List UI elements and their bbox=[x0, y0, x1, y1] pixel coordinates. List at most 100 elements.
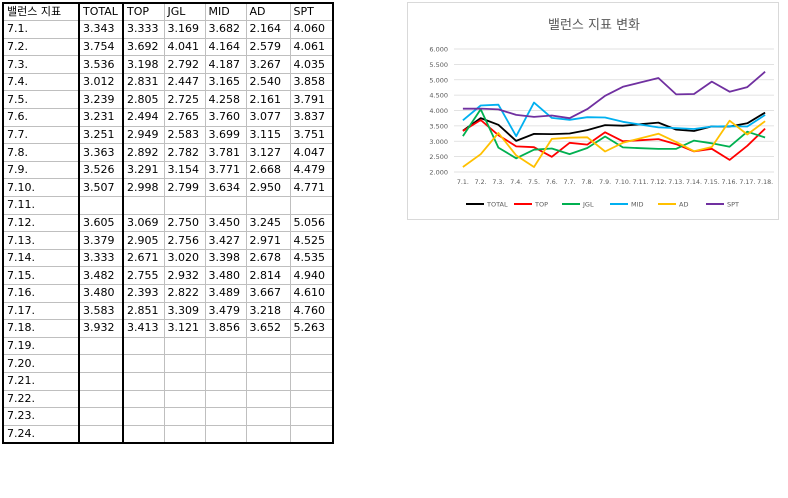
cell-top[interactable]: 3.069 bbox=[122, 213, 165, 233]
cell-mid[interactable]: 3.480 bbox=[204, 266, 247, 285]
cell-date[interactable]: 7.7. bbox=[2, 125, 80, 145]
cell-ad[interactable]: 2.950 bbox=[245, 178, 291, 198]
cell-total[interactable] bbox=[78, 389, 124, 409]
cell-total[interactable]: 3.251 bbox=[78, 125, 124, 145]
cell-jgl[interactable]: 3.121 bbox=[163, 319, 206, 338]
cell-date[interactable]: 7.21. bbox=[2, 371, 80, 391]
cell-jgl[interactable]: 2.750 bbox=[163, 213, 206, 233]
cell-mid[interactable]: MID bbox=[204, 2, 247, 22]
cell-top[interactable] bbox=[122, 424, 165, 444]
cell-total[interactable]: 3.526 bbox=[78, 160, 124, 180]
cell-spt[interactable]: SPT bbox=[289, 2, 334, 22]
cell-spt[interactable] bbox=[289, 424, 334, 444]
cell-top[interactable]: 2.851 bbox=[122, 301, 165, 321]
cell-mid[interactable] bbox=[204, 336, 247, 356]
cell-jgl[interactable]: 2.583 bbox=[163, 125, 206, 145]
cell-date[interactable]: 7.3. bbox=[2, 55, 80, 74]
cell-jgl[interactable] bbox=[163, 424, 206, 444]
cell-top[interactable]: 3.413 bbox=[122, 319, 165, 338]
cell-total[interactable] bbox=[78, 196, 124, 215]
cell-total[interactable]: 3.343 bbox=[78, 20, 124, 39]
cell-total[interactable]: 3.507 bbox=[78, 178, 124, 198]
cell-ad[interactable]: 3.245 bbox=[245, 213, 291, 233]
cell-jgl[interactable]: 2.765 bbox=[163, 108, 206, 127]
cell-date[interactable]: 7.17. bbox=[2, 301, 80, 321]
cell-spt[interactable] bbox=[289, 371, 334, 391]
cell-spt[interactable]: 4.760 bbox=[289, 301, 334, 321]
cell-top[interactable] bbox=[122, 336, 165, 356]
cell-spt[interactable]: 5.056 bbox=[289, 213, 334, 233]
cell-jgl[interactable] bbox=[163, 389, 206, 409]
cell-date[interactable]: 7.19. bbox=[2, 336, 80, 356]
cell-top[interactable]: 2.805 bbox=[122, 90, 165, 110]
cell-spt[interactable]: 5.263 bbox=[289, 319, 334, 338]
cell-date[interactable]: 7.12. bbox=[2, 213, 80, 233]
cell-date[interactable]: 7.24. bbox=[2, 424, 80, 444]
cell-top[interactable]: 2.393 bbox=[122, 284, 165, 303]
cell-top[interactable]: 3.692 bbox=[122, 37, 165, 57]
cell-top[interactable]: TOP bbox=[122, 2, 165, 22]
cell-top[interactable]: 3.198 bbox=[122, 55, 165, 74]
cell-mid[interactable] bbox=[204, 196, 247, 215]
cell-ad[interactable]: 3.218 bbox=[245, 301, 291, 321]
cell-mid[interactable]: 3.781 bbox=[204, 143, 247, 162]
cell-mid[interactable]: 3.398 bbox=[204, 248, 247, 268]
cell-top[interactable]: 2.494 bbox=[122, 108, 165, 127]
cell-mid[interactable]: 3.856 bbox=[204, 319, 247, 338]
cell-jgl[interactable]: 2.932 bbox=[163, 266, 206, 285]
cell-jgl[interactable]: 2.822 bbox=[163, 284, 206, 303]
cell-spt[interactable]: 4.047 bbox=[289, 143, 334, 162]
cell-spt[interactable] bbox=[289, 389, 334, 409]
cell-mid[interactable] bbox=[204, 407, 247, 426]
cell-top[interactable] bbox=[122, 196, 165, 215]
cell-total[interactable]: 3.754 bbox=[78, 37, 124, 57]
cell-spt[interactable]: 4.035 bbox=[289, 55, 334, 74]
cell-ad[interactable]: AD bbox=[245, 2, 291, 22]
cell-jgl[interactable] bbox=[163, 336, 206, 356]
cell-jgl[interactable] bbox=[163, 354, 206, 373]
cell-jgl[interactable]: 2.447 bbox=[163, 72, 206, 92]
cell-ad[interactable]: 3.652 bbox=[245, 319, 291, 338]
cell-date[interactable]: 7.2. bbox=[2, 37, 80, 57]
cell-ad[interactable]: 2.668 bbox=[245, 160, 291, 180]
cell-spt[interactable] bbox=[289, 354, 334, 373]
cell-spt[interactable]: 4.771 bbox=[289, 178, 334, 198]
cell-top[interactable] bbox=[122, 354, 165, 373]
cell-ad[interactable] bbox=[245, 424, 291, 444]
cell-jgl[interactable]: 3.309 bbox=[163, 301, 206, 321]
cell-jgl[interactable]: 2.799 bbox=[163, 178, 206, 198]
cell-date[interactable]: 7.9. bbox=[2, 160, 80, 180]
cell-mid[interactable]: 3.682 bbox=[204, 20, 247, 39]
cell-top[interactable]: 3.333 bbox=[122, 20, 165, 39]
cell-total[interactable]: 3.536 bbox=[78, 55, 124, 74]
cell-date[interactable]: 7.1. bbox=[2, 20, 80, 39]
cell-date[interactable]: 7.22. bbox=[2, 389, 80, 409]
cell-date[interactable]: 7.16. bbox=[2, 284, 80, 303]
cell-ad[interactable]: 3.267 bbox=[245, 55, 291, 74]
cell-ad[interactable]: 2.579 bbox=[245, 37, 291, 57]
cell-mid[interactable] bbox=[204, 389, 247, 409]
cell-mid[interactable]: 4.164 bbox=[204, 37, 247, 57]
cell-mid[interactable]: 3.479 bbox=[204, 301, 247, 321]
cell-spt[interactable]: 4.061 bbox=[289, 37, 334, 57]
cell-ad[interactable]: 2.971 bbox=[245, 231, 291, 250]
cell-date[interactable]: 7.13. bbox=[2, 231, 80, 250]
cell-total[interactable] bbox=[78, 407, 124, 426]
cell-jgl[interactable] bbox=[163, 371, 206, 391]
cell-spt[interactable]: 4.610 bbox=[289, 284, 334, 303]
cell-top[interactable] bbox=[122, 407, 165, 426]
cell-ad[interactable]: 2.164 bbox=[245, 20, 291, 39]
cell-date[interactable]: 7.11. bbox=[2, 196, 80, 215]
cell-mid[interactable]: 3.634 bbox=[204, 178, 247, 198]
cell-jgl[interactable]: 3.154 bbox=[163, 160, 206, 180]
cell-total[interactable]: 3.239 bbox=[78, 90, 124, 110]
cell-top[interactable]: 2.905 bbox=[122, 231, 165, 250]
cell-total[interactable] bbox=[78, 354, 124, 373]
cell-total[interactable]: 3.480 bbox=[78, 284, 124, 303]
cell-date[interactable]: 7.4. bbox=[2, 72, 80, 92]
cell-total[interactable]: 3.932 bbox=[78, 319, 124, 338]
cell-ad[interactable] bbox=[245, 336, 291, 356]
cell-top[interactable]: 3.291 bbox=[122, 160, 165, 180]
cell-total[interactable] bbox=[78, 371, 124, 391]
cell-total[interactable]: 3.012 bbox=[78, 72, 124, 92]
